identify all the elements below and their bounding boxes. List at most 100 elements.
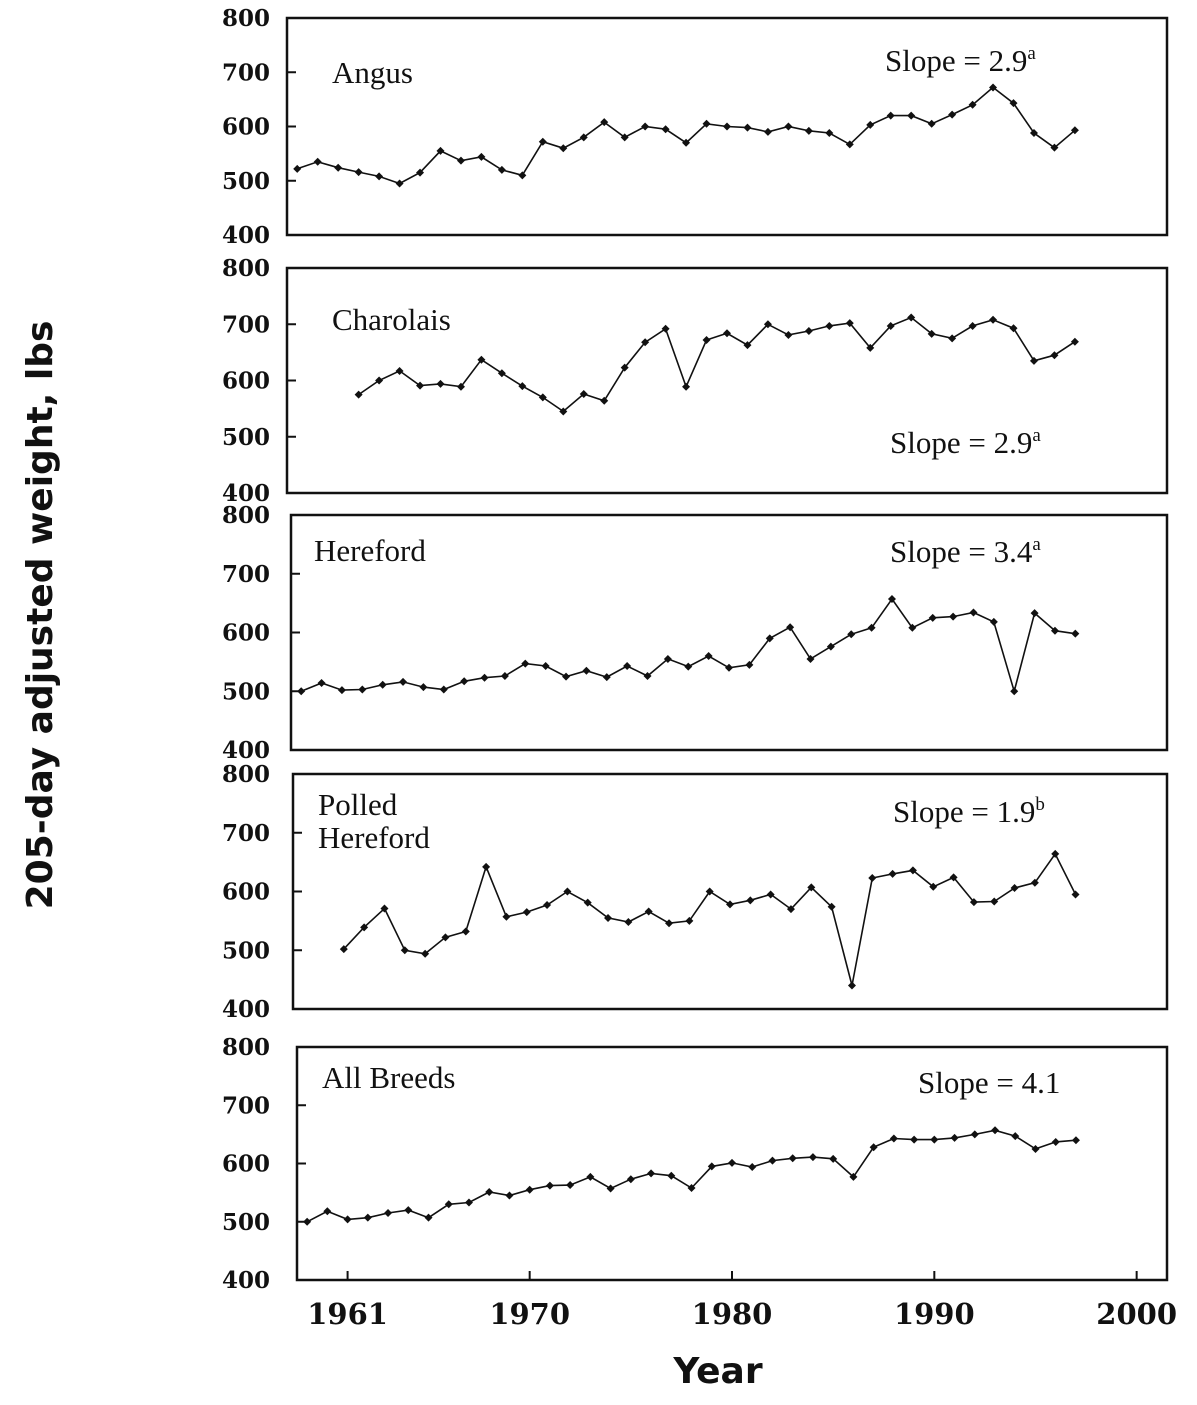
slope-value: Slope = 3.4 <box>890 534 1033 569</box>
data-point <box>907 313 916 322</box>
data-point <box>847 981 856 990</box>
data-point <box>566 1181 575 1190</box>
slope-superscript: a <box>1032 534 1041 555</box>
y-tick-label: 400 <box>222 737 270 764</box>
y-tick-label: 500 <box>222 1209 270 1236</box>
data-point <box>930 1135 939 1144</box>
data-point <box>990 897 999 906</box>
data-point <box>1071 1136 1080 1145</box>
series-line <box>300 597 1076 695</box>
data-point <box>641 338 650 347</box>
panel-0: 400 500 600 700 800 Angus Slope = 2.9a <box>222 5 1169 249</box>
data-point <box>745 660 754 669</box>
data-point <box>687 1183 696 1192</box>
data-point <box>723 122 731 131</box>
data-point <box>643 671 652 680</box>
data-point <box>784 330 793 339</box>
data-point <box>868 873 877 882</box>
data-point <box>579 133 588 142</box>
data-point <box>786 623 795 632</box>
data-point <box>685 916 694 925</box>
data-point <box>784 122 793 131</box>
y-axis-title: 205-day adjusted weight, lbs <box>20 321 61 910</box>
data-point <box>804 327 813 335</box>
data-point <box>538 137 547 146</box>
data-point <box>1031 1144 1040 1153</box>
data-point <box>989 617 998 626</box>
y-tick-label: 600 <box>222 114 270 141</box>
data-point <box>297 687 306 696</box>
data-point <box>421 949 430 958</box>
data-point <box>497 165 506 174</box>
y-tick-label: 600 <box>222 879 270 906</box>
data-point <box>763 320 772 329</box>
data-point <box>888 869 897 878</box>
data-point <box>807 883 816 892</box>
series-line <box>343 852 1077 986</box>
panel-label: Polled <box>318 787 398 822</box>
data-point <box>436 146 445 155</box>
data-point <box>949 612 958 621</box>
data-point <box>929 882 938 891</box>
data-point <box>456 382 465 391</box>
data-point <box>624 918 633 927</box>
x-tick-label: 1980 <box>692 1297 773 1331</box>
data-point <box>788 1154 797 1163</box>
data-point <box>375 376 384 385</box>
slope-value: Slope = 4.1 <box>918 1065 1060 1100</box>
data-point <box>313 157 322 166</box>
data-point <box>620 363 629 372</box>
data-point <box>559 407 568 416</box>
data-point <box>1029 356 1038 365</box>
data-point <box>1050 626 1059 635</box>
data-point <box>886 321 895 330</box>
data-point <box>765 634 774 643</box>
data-point <box>339 945 348 954</box>
data-point <box>559 144 568 153</box>
data-point <box>541 661 550 670</box>
data-point <box>748 1162 757 1171</box>
y-tick-label: 500 <box>222 168 270 195</box>
y-tick-label: 500 <box>222 937 270 964</box>
data-point <box>485 1188 494 1197</box>
y-tick-label: 700 <box>222 311 270 338</box>
data-point <box>682 382 691 391</box>
data-point <box>538 393 547 402</box>
x-axis-ticks: 1961 1970 1980 1990 2000 <box>307 1271 1177 1331</box>
data-point <box>989 83 998 92</box>
data-point <box>908 866 917 875</box>
data-point <box>399 677 408 686</box>
slope-value: Slope = 2.9 <box>890 425 1032 460</box>
data-point <box>644 907 653 916</box>
data-point <box>849 1172 858 1181</box>
series-line <box>296 86 1076 185</box>
data-point <box>1030 878 1039 887</box>
slope-superscript: b <box>1035 794 1045 815</box>
y-tick-label: 400 <box>222 1267 270 1294</box>
data-point <box>969 608 978 617</box>
data-point <box>1071 890 1080 899</box>
data-point <box>395 366 404 375</box>
slope-superscript: a <box>1032 425 1041 446</box>
data-point <box>1029 129 1038 138</box>
data-point <box>1050 351 1059 360</box>
data-point <box>746 896 755 905</box>
data-point <box>323 1207 332 1216</box>
data-point <box>661 324 670 333</box>
data-point <box>518 171 527 180</box>
y-tick-label: 500 <box>222 424 270 451</box>
data-point <box>910 1135 919 1144</box>
data-point <box>545 1181 554 1190</box>
data-point <box>1070 126 1079 135</box>
data-point <box>317 679 326 688</box>
data-point <box>456 156 465 165</box>
data-point <box>949 873 958 882</box>
data-point <box>602 673 611 682</box>
data-point <box>334 163 343 172</box>
data-point <box>928 613 937 622</box>
data-point <box>502 912 511 921</box>
slope-annotation: Slope = 2.9a <box>885 43 1036 78</box>
data-point <box>522 908 531 917</box>
